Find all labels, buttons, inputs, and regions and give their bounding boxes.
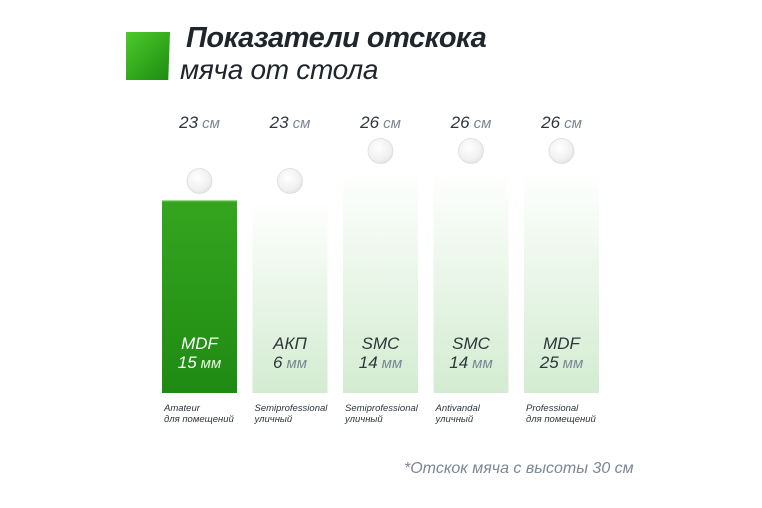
thickness-label-number: 6 — [273, 353, 283, 372]
usage-label: уличный — [254, 414, 293, 425]
usage-label: для помещений — [526, 414, 597, 425]
footnote: *Отскок мяча с высоты 30 см — [404, 460, 634, 477]
material-label: АКП — [272, 334, 307, 353]
ball-icon — [458, 138, 484, 164]
class-label: Antivandal — [435, 403, 481, 414]
value-label-unit: см — [474, 115, 492, 132]
value-label: 26 см — [450, 113, 492, 132]
bar — [433, 171, 509, 393]
value-label: 23 см — [269, 113, 311, 132]
ball-icon — [277, 168, 303, 194]
value-label: 26 см — [540, 113, 582, 132]
value-label-number: 26 — [540, 113, 560, 132]
chart-subtitle: мяча от стола — [180, 54, 379, 85]
ball-icon — [548, 138, 575, 164]
value-label: 26 см — [359, 113, 401, 132]
value-label-number: 26 — [359, 113, 379, 132]
material-label: MDF — [181, 334, 219, 353]
thickness-label-number: 25 — [539, 353, 559, 372]
usage-label: уличный — [435, 414, 474, 425]
usage-label: для помещений — [164, 414, 235, 425]
thickness-label: 25 мм — [539, 353, 584, 372]
thickness-label-unit: мм — [382, 355, 403, 372]
thickness-label: 15 мм — [178, 353, 222, 372]
class-label: Amateur — [163, 403, 201, 414]
usage-label: уличный — [344, 414, 383, 425]
thickness-label: 6 мм — [273, 353, 307, 372]
thickness-label: 14 мм — [359, 353, 403, 372]
value-label-number: 23 — [269, 113, 289, 132]
thickness-label-unit: мм — [201, 355, 222, 372]
value-label-number: 26 — [450, 113, 470, 132]
class-label: Semiprofessional — [345, 403, 419, 414]
value-label-unit: см — [293, 115, 311, 132]
bar — [162, 201, 237, 393]
material-label: MDF — [543, 334, 581, 353]
material-label: SMC — [362, 334, 401, 353]
class-label: Professional — [526, 403, 579, 414]
thickness-label-number: 14 — [449, 353, 468, 372]
material-label: SMC — [452, 334, 491, 353]
thickness-label-unit: мм — [563, 355, 584, 372]
value-label-unit: см — [564, 115, 582, 132]
bar — [524, 171, 599, 393]
thickness-label-number: 14 — [359, 353, 378, 372]
thickness-label: 14 мм — [449, 353, 493, 372]
title-accent-icon — [126, 32, 170, 80]
bar — [343, 171, 418, 393]
thickness-label-unit: мм — [472, 355, 493, 372]
value-label-unit: см — [202, 115, 220, 132]
value-label: 23 см — [178, 113, 220, 132]
bar — [252, 201, 328, 393]
thickness-label-number: 15 — [178, 353, 197, 372]
chart-title: Показатели отскока — [186, 22, 487, 54]
value-label-unit: см — [383, 115, 401, 132]
class-label: Semiprofessional — [255, 403, 329, 414]
thickness-label-unit: мм — [286, 355, 307, 372]
value-label-number: 23 — [178, 113, 198, 132]
ball-icon — [186, 168, 213, 194]
ball-icon — [367, 138, 394, 164]
